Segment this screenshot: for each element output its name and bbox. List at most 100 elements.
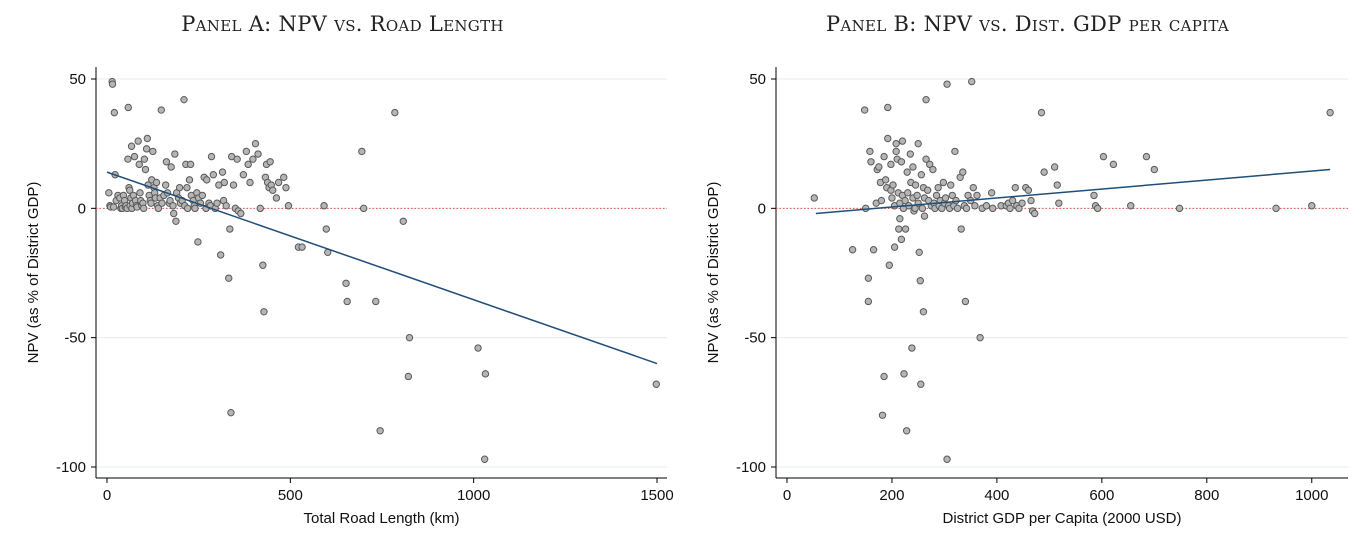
- panel-b-point: [941, 194, 950, 202]
- panel-b-point: [885, 261, 894, 269]
- panel-a-point: [284, 202, 293, 210]
- panel-a-point: [320, 202, 328, 210]
- panel-b-point: [1090, 191, 1098, 200]
- panel-b-x-tick-label: 200: [879, 487, 904, 504]
- panel-b-point: [1006, 204, 1014, 213]
- panel-a-point: [405, 333, 414, 342]
- panel-a-point: [171, 150, 179, 158]
- panel-b-point: [906, 150, 915, 158]
- panel-a-point: [256, 204, 264, 213]
- panel-a-title: Panel A: NPV vs. Road Length: [181, 12, 504, 36]
- panel-b-point: [923, 186, 932, 194]
- panel-a-point: [108, 80, 117, 88]
- panel-a-y-tick-label: -50: [64, 330, 86, 347]
- panel-b-point: [1030, 209, 1039, 218]
- panel-b-point: [987, 189, 996, 197]
- panel-a-point: [213, 199, 221, 207]
- panel-b-point: [888, 194, 896, 202]
- panel-b-point: [1050, 163, 1059, 171]
- panel-a-y-tick-label: 0: [78, 200, 86, 217]
- panel-b-point: [919, 308, 928, 316]
- panel-a-point: [233, 155, 241, 163]
- panel-b-point: [1272, 204, 1280, 213]
- panel-a-point: [359, 204, 368, 213]
- panel-b-point: [884, 134, 892, 143]
- panel-b-point: [1308, 202, 1316, 210]
- panel-b-point: [911, 181, 920, 189]
- panel-b-x-tick-label: 800: [1194, 487, 1219, 504]
- panel-b-point: [951, 147, 959, 156]
- panel-a-point: [404, 372, 413, 381]
- panel-a-point: [141, 165, 150, 174]
- panel-a-point: [183, 204, 192, 213]
- panel-a-point: [183, 183, 191, 192]
- panel-a-point: [260, 308, 268, 316]
- panel-a-point: [140, 155, 149, 163]
- panel-a-point: [167, 163, 175, 171]
- panel-b-point: [1142, 152, 1151, 161]
- panel-b-point: [973, 191, 981, 200]
- panel-b-point: [948, 191, 956, 200]
- panel-b-point: [1150, 165, 1159, 174]
- panel-b-point: [901, 225, 910, 233]
- panel-b-point: [877, 196, 886, 205]
- panel-a-point: [322, 225, 330, 233]
- panel-a-point: [172, 217, 180, 225]
- panel-a-point: [126, 186, 134, 194]
- panel-b-point: [880, 152, 888, 161]
- panel-a-point: [481, 370, 490, 378]
- panel-b-point: [903, 168, 911, 176]
- panel-b-point: [976, 333, 984, 342]
- panel-b-point: [884, 103, 892, 112]
- panel-a-point: [158, 199, 166, 207]
- panel-a-point: [266, 158, 274, 166]
- panel-b-point: [969, 183, 977, 192]
- panel-a-point: [209, 171, 218, 179]
- panel-a-point: [169, 202, 177, 210]
- panel-b-point: [918, 204, 927, 213]
- panel-b-point: [1109, 160, 1118, 169]
- panel-b-point: [913, 191, 921, 200]
- panel-a-fit-line: [106, 171, 658, 365]
- panel-b-point: [1040, 168, 1048, 176]
- panel-a-point: [162, 158, 171, 166]
- panel-a-y-tick-label: 50: [69, 71, 86, 88]
- panel-b-x-axis-title: District GDP per Capita (2000 USD): [943, 510, 1182, 527]
- panel-a-point: [391, 108, 399, 117]
- panel-a-point: [180, 95, 188, 104]
- panel-a-point: [343, 297, 351, 306]
- panel-a-point: [274, 178, 283, 187]
- panel-a-point: [136, 189, 144, 197]
- panel-b-point: [867, 158, 875, 166]
- panel-b-point: [892, 147, 900, 156]
- panel-a-point: [280, 173, 288, 181]
- panel-a-point: [147, 199, 155, 207]
- panel-b-point: [1099, 152, 1108, 161]
- panel-b-x-tick-label: 1000: [1295, 487, 1328, 504]
- panel-a-x-tick-label: 1000: [457, 487, 490, 504]
- panel-a-point: [246, 178, 254, 187]
- panel-b-point: [1015, 204, 1023, 213]
- panel-a-point: [242, 147, 251, 156]
- panel-a-point: [124, 103, 132, 112]
- panel-b-point: [895, 225, 903, 233]
- panel-b-point: [1027, 196, 1035, 205]
- panel-b-point: [971, 202, 979, 210]
- panel-a-point: [220, 178, 229, 187]
- panel-b-point: [889, 181, 897, 189]
- panel-a-x-tick-label: 500: [278, 487, 303, 504]
- panel-a-point: [207, 152, 216, 161]
- panel-a-point: [239, 171, 248, 179]
- panel-b-point: [929, 165, 937, 174]
- panel-a-point: [161, 181, 170, 189]
- panel-a-point: [198, 191, 207, 200]
- panel-a-point: [105, 189, 113, 197]
- panel-a-point: [130, 152, 139, 161]
- panel-a-point: [229, 181, 238, 189]
- panel-b-point: [1175, 204, 1184, 213]
- panel-b-point: [892, 139, 900, 148]
- panel-a-point: [170, 209, 178, 218]
- panel-a-point: [237, 209, 245, 218]
- panel-a-point: [110, 108, 119, 117]
